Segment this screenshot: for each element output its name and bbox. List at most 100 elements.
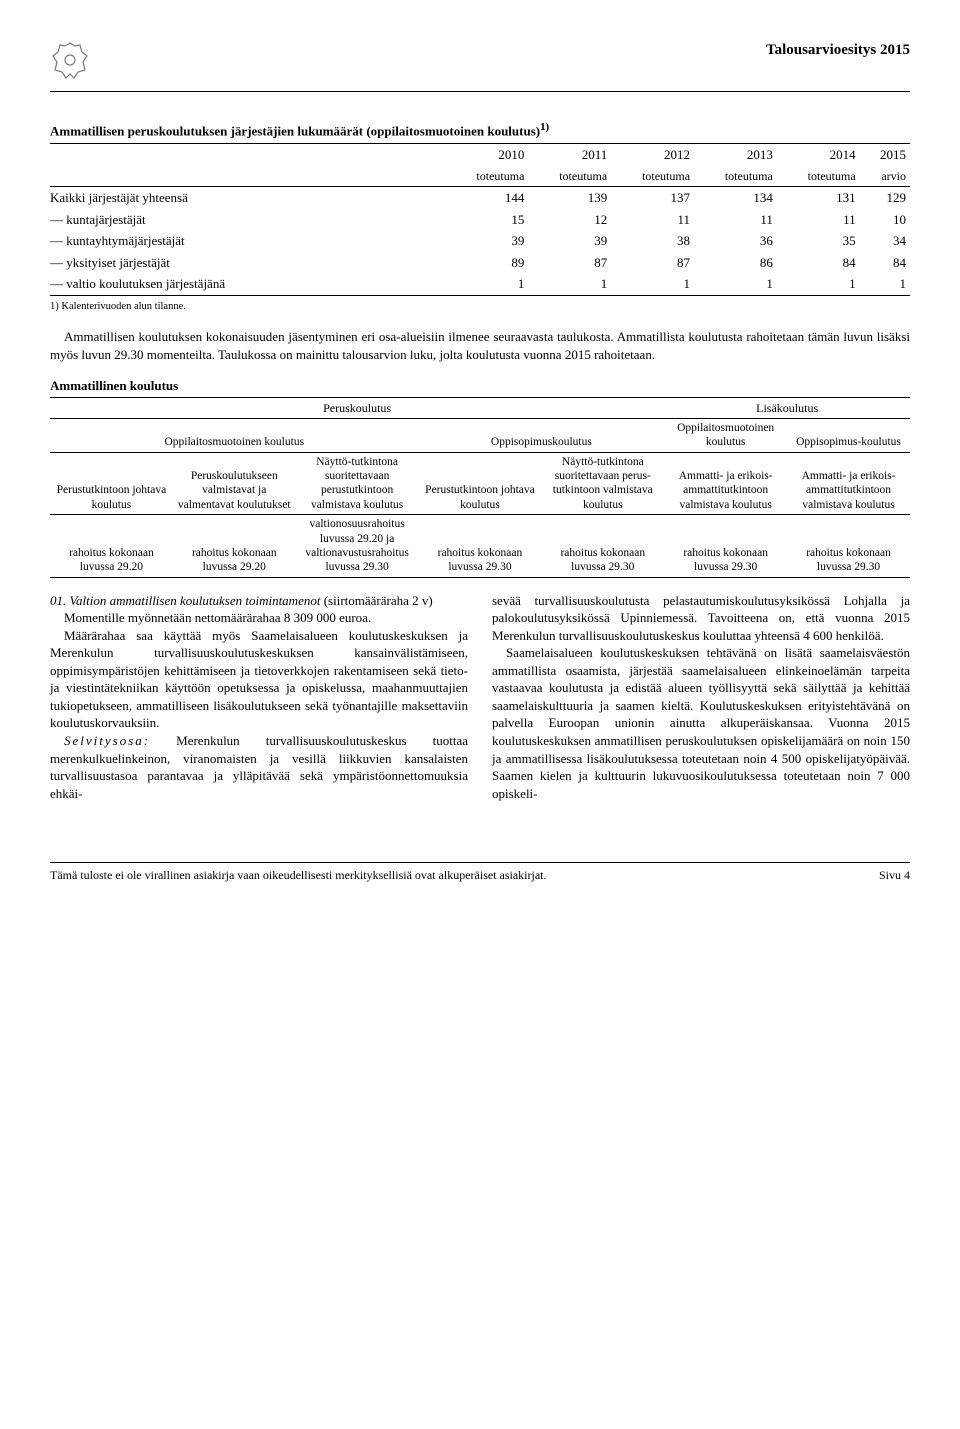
row-value: 87 <box>611 252 694 274</box>
t2-header: Perustutkintoon johtava koulutus <box>419 452 542 515</box>
row-value: 84 <box>860 252 910 274</box>
col-sub: toteutuma <box>528 166 611 187</box>
section-p3: Selvitysosa: Merenkulun turvallisuuskoul… <box>50 732 468 802</box>
row-value: 131 <box>777 187 860 209</box>
table1-header-years: 2010 2011 2012 2013 2014 2015 <box>50 144 910 166</box>
paragraph-1: Ammatillisen koulutuksen kokonaisuuden j… <box>50 328 910 363</box>
col-year: 2012 <box>611 144 694 166</box>
doc-title: Talousarvioesitys 2015 <box>766 40 910 60</box>
table2-headers-row: Perustutkintoon johtava koulutus Perusko… <box>50 452 910 515</box>
row-value: 1 <box>860 273 910 295</box>
table2-top-group-row: Peruskoulutus Lisäkoulutus <box>50 397 910 418</box>
lion-crest-icon <box>50 40 90 85</box>
table1-footmark: 1) <box>540 121 549 133</box>
footer-left: Tämä tuloste ei ole virallinen asiakirja… <box>50 867 547 883</box>
mid-col: Oppisopimuskoulutus <box>419 418 665 452</box>
col-year: 2011 <box>528 144 611 166</box>
row-value: 84 <box>777 252 860 274</box>
t2-header: Perustutkintoon johtava koulutus <box>50 452 173 515</box>
table-row: — kuntajärjestäjät151211111110 <box>50 209 910 231</box>
col-year: 2013 <box>694 144 777 166</box>
mid-col: Oppilaitosmuotoinen koulutus <box>664 418 787 452</box>
row-value: 134 <box>694 187 777 209</box>
row-label: Kaikki järjestäjät yhteensä <box>50 187 446 209</box>
col-year: 2014 <box>777 144 860 166</box>
row-value: 144 <box>446 187 529 209</box>
selvitysosa-label: Selvitysosa: <box>64 733 150 748</box>
row-value: 11 <box>611 209 694 231</box>
table2-mid-row: Oppilaitosmuotoinen koulutus Oppisopimus… <box>50 418 910 452</box>
row-value: 12 <box>528 209 611 231</box>
t2-cell: valtionosuusrahoitus luvussa 29.20 ja va… <box>296 515 419 578</box>
row-label: — yksityiset järjestäjät <box>50 252 446 274</box>
t2-cell: rahoitus kokonaan luvussa 29.20 <box>173 515 296 578</box>
t2-cell: rahoitus kokonaan luvussa 29.30 <box>419 515 542 578</box>
col-year: 2010 <box>446 144 529 166</box>
t2-header: Peruskoulutukseen valmistavat ja valment… <box>173 452 296 515</box>
table1-header-sub: toteutuma toteutuma toteutuma toteutuma … <box>50 166 910 187</box>
section-heading: 01. Valtion ammatillisen koulutuksen toi… <box>50 592 468 610</box>
section-heading-sub: (siirtomääräraha 2 v) <box>324 593 433 608</box>
col-sub: toteutuma <box>777 166 860 187</box>
row-label: — valtio koulutuksen järjestäjänä <box>50 273 446 295</box>
table2: Peruskoulutus Lisäkoulutus Oppilaitosmuo… <box>50 397 910 578</box>
row-value: 1 <box>611 273 694 295</box>
row-value: 15 <box>446 209 529 231</box>
table1-title: Ammatillisen peruskoulutuksen järjestäji… <box>50 120 910 140</box>
section-p5: Saamelaisalueen koulutuskeskuksen tehtäv… <box>492 644 910 802</box>
col-sub: toteutuma <box>694 166 777 187</box>
row-value: 1 <box>694 273 777 295</box>
table1: 2010 2011 2012 2013 2014 2015 toteutuma … <box>50 143 910 295</box>
page-footer: Tämä tuloste ei ole virallinen asiakirja… <box>50 862 910 883</box>
section-p2: Määrärahaa saa käyttää myös Saamelaisalu… <box>50 627 468 732</box>
table2-data-row: rahoitus kokonaan luvussa 29.20 rahoitus… <box>50 515 910 578</box>
row-value: 38 <box>611 230 694 252</box>
col-sub: toteutuma <box>611 166 694 187</box>
mid-col: Oppisopimus-koulutus <box>787 418 910 452</box>
t2-header: Näyttö-tutkintona suoritettavaan perus-t… <box>541 452 664 515</box>
t2-header: Ammatti- ja erikois-ammattitutkintoon va… <box>787 452 910 515</box>
row-value: 86 <box>694 252 777 274</box>
t2-cell: rahoitus kokonaan luvussa 29.30 <box>541 515 664 578</box>
col-sub: arvio <box>860 166 910 187</box>
table1-footnote: 1) Kalenterivuoden alun tilanne. <box>50 300 910 314</box>
body-columns: 01. Valtion ammatillisen koulutuksen toi… <box>50 592 910 803</box>
row-value: 39 <box>528 230 611 252</box>
t2-header: Ammatti- ja erikois-ammattitutkintoon va… <box>664 452 787 515</box>
footer-right: Sivu 4 <box>879 867 910 883</box>
row-value: 11 <box>694 209 777 231</box>
group-lisakoulutus: Lisäkoulutus <box>664 397 910 418</box>
t2-header: Näyttö-tutkintona suoritettavaan perustu… <box>296 452 419 515</box>
table2-title: Ammatillinen koulutus <box>50 377 910 395</box>
table-row: — valtio koulutuksen järjestäjänä111111 <box>50 273 910 295</box>
table1-title-text: Ammatillisen peruskoulutuksen järjestäji… <box>50 123 540 138</box>
section-p4: sevää turvallisuuskoulutusta pelastautum… <box>492 592 910 645</box>
group-peruskoulutus: Peruskoulutus <box>50 397 664 418</box>
section-heading-text: 01. Valtion ammatillisen koulutuksen toi… <box>50 593 320 608</box>
row-value: 34 <box>860 230 910 252</box>
row-value: 137 <box>611 187 694 209</box>
row-value: 1 <box>446 273 529 295</box>
table-row: — kuntayhtymäjärjestäjät393938363534 <box>50 230 910 252</box>
table-row: — yksityiset järjestäjät898787868484 <box>50 252 910 274</box>
section-p1: Momentille myönnetään nettomäärärahaa 8 … <box>50 609 468 627</box>
row-value: 39 <box>446 230 529 252</box>
t2-cell: rahoitus kokonaan luvussa 29.30 <box>664 515 787 578</box>
row-value: 87 <box>528 252 611 274</box>
row-value: 36 <box>694 230 777 252</box>
col-year: 2015 <box>860 144 910 166</box>
t2-cell: rahoitus kokonaan luvussa 29.20 <box>50 515 173 578</box>
row-value: 139 <box>528 187 611 209</box>
t2-cell: rahoitus kokonaan luvussa 29.30 <box>787 515 910 578</box>
row-value: 11 <box>777 209 860 231</box>
row-value: 35 <box>777 230 860 252</box>
table-row: Kaikki järjestäjät yhteensä1441391371341… <box>50 187 910 209</box>
col-sub: toteutuma <box>446 166 529 187</box>
row-label: — kuntayhtymäjärjestäjät <box>50 230 446 252</box>
row-value: 10 <box>860 209 910 231</box>
row-value: 1 <box>528 273 611 295</box>
row-value: 89 <box>446 252 529 274</box>
mid-col: Oppilaitosmuotoinen koulutus <box>50 418 419 452</box>
row-value: 129 <box>860 187 910 209</box>
row-value: 1 <box>777 273 860 295</box>
